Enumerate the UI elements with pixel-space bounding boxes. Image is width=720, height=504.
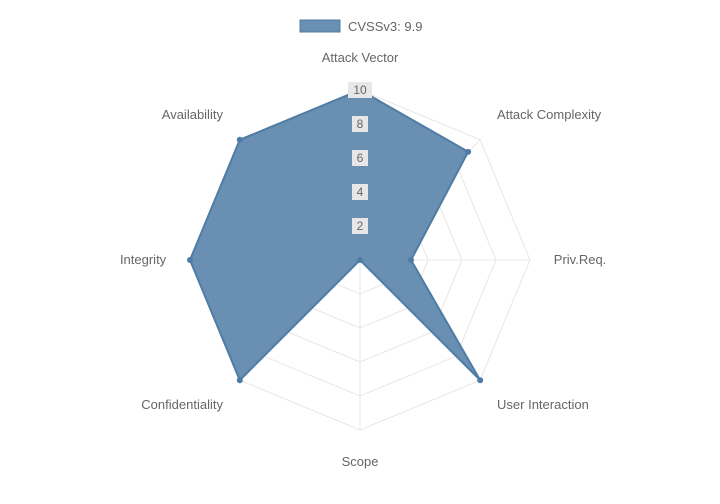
legend-label: CVSSv3: 9.9 xyxy=(348,19,422,34)
series-point xyxy=(465,149,471,155)
tick-label: 8 xyxy=(357,117,364,131)
axis-label: Scope xyxy=(342,454,379,469)
series-point xyxy=(408,257,414,263)
series-point xyxy=(477,377,483,383)
series-point xyxy=(237,137,243,143)
tick-label: 4 xyxy=(357,185,364,199)
axis-label: User Interaction xyxy=(497,397,589,412)
series-point xyxy=(357,257,363,263)
axis-label: Availability xyxy=(162,107,224,122)
series-point xyxy=(237,377,243,383)
tick-label: 6 xyxy=(357,151,364,165)
axis-label: Confidentiality xyxy=(141,397,223,412)
axis-label: Integrity xyxy=(120,252,167,267)
series-area xyxy=(190,90,480,380)
axis-label: Attack Vector xyxy=(322,50,399,65)
tick-label: 10 xyxy=(353,83,367,97)
axis-label: Priv.Req. xyxy=(554,252,607,267)
legend-swatch xyxy=(300,20,340,32)
tick-label: 2 xyxy=(357,219,364,233)
cvss-radar-chart: 2 4 6 8 10 Attack Vector Attack Complexity Priv… xyxy=(0,0,720,504)
series-point xyxy=(187,257,193,263)
axis-label: Attack Complexity xyxy=(497,107,602,122)
